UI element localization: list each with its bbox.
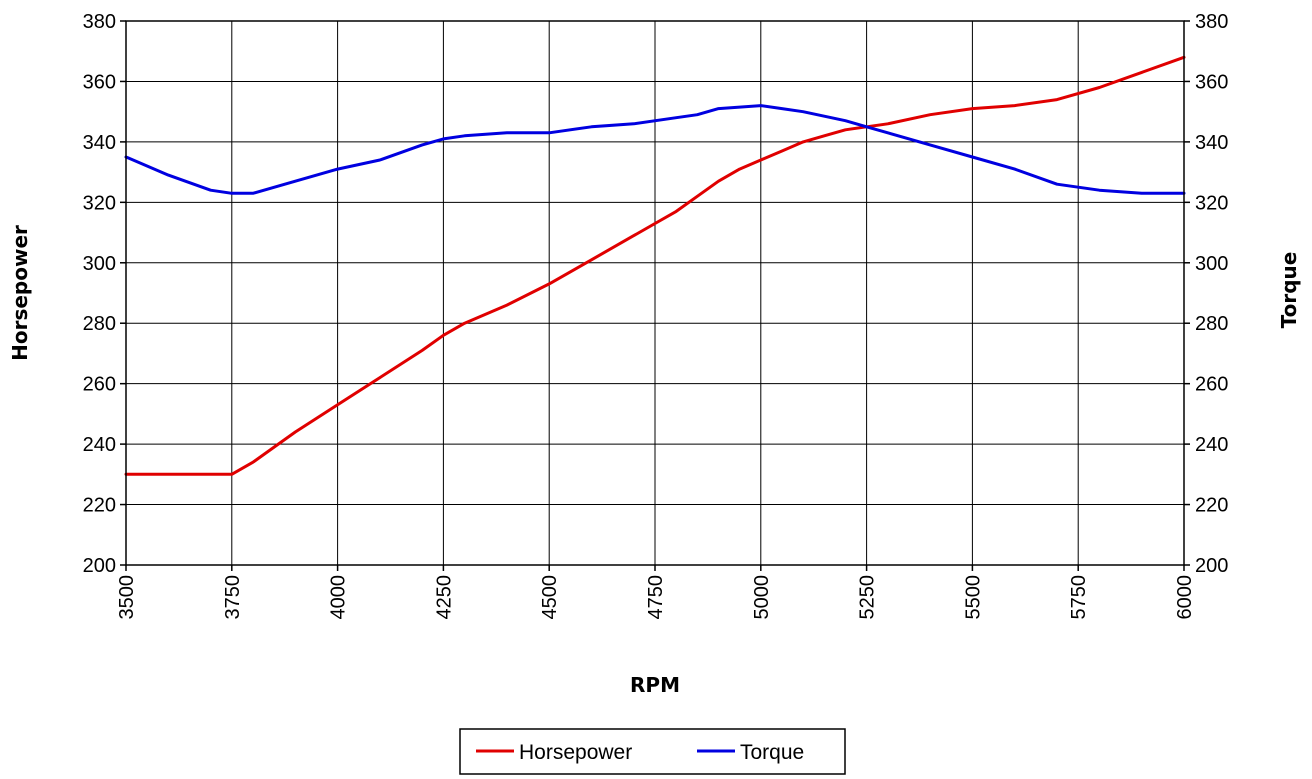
left-tick-label: 200 <box>83 555 116 577</box>
x-tick-label: 4750 <box>645 575 667 620</box>
x-tick-label: 3750 <box>222 575 244 620</box>
right-tick-label: 340 <box>1195 132 1228 154</box>
right-tick-label: 320 <box>1195 192 1228 214</box>
right-tick-label: 200 <box>1195 555 1228 577</box>
series-line-horsepower <box>124 55 1186 476</box>
right-tick-label: 260 <box>1195 374 1228 396</box>
right-tick-label: 360 <box>1195 71 1228 93</box>
left-tick-label: 240 <box>83 434 116 456</box>
left-axis-title: Horsepower <box>8 225 32 361</box>
series-line-torque <box>124 104 1186 195</box>
right-tick-label: 380 <box>1195 11 1228 33</box>
left-tick-label: 360 <box>83 71 116 93</box>
legend-box <box>459 728 846 775</box>
left-tick-label: 320 <box>83 192 116 214</box>
x-tick-label: 5500 <box>962 575 984 620</box>
right-tick-label: 300 <box>1195 253 1228 275</box>
right-tick-label: 220 <box>1195 495 1228 517</box>
x-tick-label: 5250 <box>857 575 879 620</box>
x-tick-label: 5000 <box>751 575 773 620</box>
left-tick-label: 300 <box>83 253 116 275</box>
right-axis-title: Torque <box>1277 252 1301 329</box>
x-tick-label: 6000 <box>1174 575 1196 620</box>
x-tick-label: 4500 <box>539 575 561 620</box>
legend-label-torque: Torque <box>740 741 804 764</box>
left-tick-label: 380 <box>83 11 116 33</box>
left-axis-ticks: 200 220 240 260 280 300 320 340 360 380 <box>83 11 126 577</box>
left-tick-label: 260 <box>83 374 116 396</box>
legend: Horsepower Torque <box>459 728 846 775</box>
x-tick-label: 4250 <box>433 575 455 620</box>
x-tick-label: 4000 <box>328 575 350 620</box>
left-tick-label: 220 <box>83 495 116 517</box>
series-layer <box>124 55 1186 476</box>
right-axis-ticks: 200 220 240 260 280 300 320 340 360 380 <box>1184 11 1228 577</box>
x-axis-title: RPM <box>630 673 680 697</box>
left-tick-label: 280 <box>83 313 116 335</box>
x-tick-label: 5750 <box>1068 575 1090 620</box>
left-tick-label: 340 <box>83 132 116 154</box>
right-tick-label: 240 <box>1195 434 1228 456</box>
legend-label-horsepower: Horsepower <box>519 741 632 764</box>
x-tick-label: 3500 <box>116 575 138 620</box>
right-tick-label: 280 <box>1195 313 1228 335</box>
x-axis-ticks: 3500 3750 4000 4250 4500 4750 5000 5250 5500 5750… <box>116 565 1196 620</box>
